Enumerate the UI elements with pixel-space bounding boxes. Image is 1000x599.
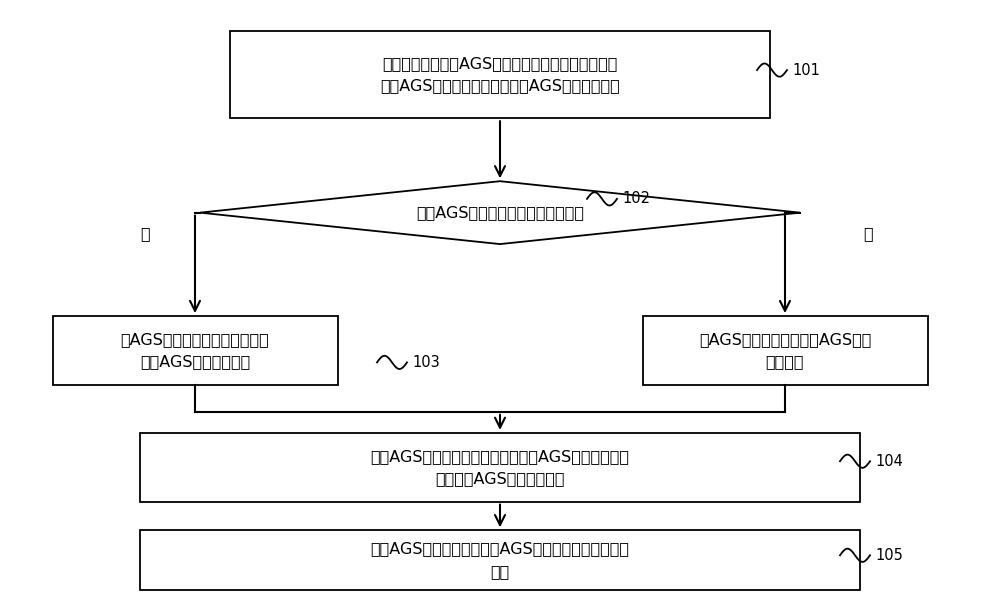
Text: 检测AGS初始目标开度是否需要修正: 检测AGS初始目标开度是否需要修正 — [416, 205, 584, 220]
Text: 102: 102 — [622, 191, 650, 207]
FancyBboxPatch shape — [53, 316, 338, 385]
FancyBboxPatch shape — [230, 31, 770, 119]
Text: 对AGS初始目标开度进行修正，
得到AGS需求目标开度: 对AGS初始目标开度进行修正， 得到AGS需求目标开度 — [121, 332, 269, 369]
Text: 101: 101 — [792, 62, 820, 78]
FancyBboxPatch shape — [140, 530, 860, 590]
Text: 103: 103 — [412, 355, 440, 370]
Text: 将AGS初始目标开度记为AGS需求
目标开度: 将AGS初始目标开度记为AGS需求 目标开度 — [699, 332, 871, 369]
Text: 协调AGS需求目标开度和预定工况对AGS系统的控制请
求，得到AGS最终目标开度: 协调AGS需求目标开度和预定工况对AGS系统的控制请 求，得到AGS最终目标开度 — [370, 449, 630, 486]
Text: 根据车辆子系统对AGS系统的需求开度和整车变速工
况对AGS系统的需求开度，计算AGS初始目标开度: 根据车辆子系统对AGS系统的需求开度和整车变速工 况对AGS系统的需求开度，计算… — [380, 56, 620, 93]
Text: 104: 104 — [875, 453, 903, 469]
Text: 是: 是 — [140, 226, 150, 241]
FancyBboxPatch shape — [140, 432, 860, 502]
Text: 105: 105 — [875, 547, 903, 563]
Polygon shape — [200, 181, 800, 244]
Text: 否: 否 — [863, 226, 873, 241]
FancyBboxPatch shape — [643, 316, 928, 385]
Text: 根据AGS最终目标开度控制AGS系统中主动进气格栅的
开度: 根据AGS最终目标开度控制AGS系统中主动进气格栅的 开度 — [370, 541, 630, 579]
